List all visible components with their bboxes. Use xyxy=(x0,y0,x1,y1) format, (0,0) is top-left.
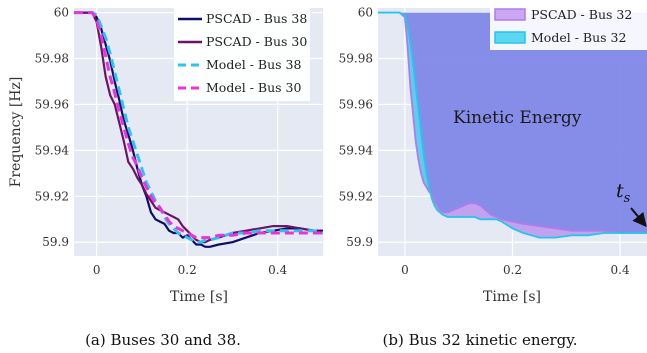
series-line-1 xyxy=(74,11,323,244)
chart-a-caption: (a) Buses 30 and 38. xyxy=(85,331,241,349)
chart-a-x-tick-label: 0.2 xyxy=(178,263,197,277)
chart-b-legend: PSCAD - Bus 32 Model - Bus 32 xyxy=(490,4,647,50)
kinetic-energy-area xyxy=(378,12,647,238)
chart-b-series xyxy=(378,11,647,239)
chart-b-y-tick-label: 59.98 xyxy=(339,52,373,66)
chart-a-series xyxy=(74,11,323,248)
chart-a-x-tick-label: 0.4 xyxy=(268,263,287,277)
chart-b-y-ticks: 59.9 59.92 59.94 59.96 59.98 60 xyxy=(339,6,374,250)
chart-b-x-tick-label: 0 xyxy=(401,263,409,277)
series-line-0 xyxy=(74,11,323,248)
chart-a: 59.9 59.92 59.94 59.96 59.98 60 0 0.2 0.4 Frequ… xyxy=(8,6,323,349)
ts-subscript: s xyxy=(624,191,631,206)
legend-label-model-bus-32: Model - Bus 32 xyxy=(531,30,626,45)
chart-a-y-tick-label: 59.98 xyxy=(35,52,69,66)
legend-label-model-bus-38: Model - Bus 38 xyxy=(206,57,301,72)
legend-swatch-pscad-bus-32 xyxy=(494,8,526,21)
legend-swatch-model-bus-32 xyxy=(494,31,526,44)
chart-b-y-tick-label: 59.94 xyxy=(339,143,374,157)
chart-a-y-tick-label: 60 xyxy=(54,6,69,20)
ts-annotation: ts xyxy=(616,180,647,228)
chart-a-x-ticks: 0 0.2 0.4 xyxy=(93,263,288,277)
chart-a-y-ticks: 59.9 59.92 59.94 59.96 59.98 60 xyxy=(35,6,70,250)
kinetic-energy-label: Kinetic Energy xyxy=(453,108,582,128)
chart-b-y-tick-label: 59.9 xyxy=(346,235,373,249)
chart-b: 59.9 59.92 59.94 59.96 59.98 60 0 0.2 0.4 Time … xyxy=(339,4,647,349)
chart-a-y-tick-label: 59.9 xyxy=(42,235,69,249)
chart-a-legend-box xyxy=(174,8,310,101)
ts-symbol: t xyxy=(616,180,624,202)
series-line-1 xyxy=(378,11,647,239)
ts-arrow xyxy=(630,207,647,228)
chart-a-y-tick-label: 59.96 xyxy=(35,97,69,111)
chart-a-ylabel: Frequency [Hz] xyxy=(8,77,24,188)
chart-a-y-tick-label: 59.92 xyxy=(35,189,69,203)
chart-a-xlabel: Time [s] xyxy=(170,289,228,305)
legend-label-pscad-bus-32: PSCAD - Bus 32 xyxy=(531,7,632,22)
chart-b-caption: (b) Bus 32 kinetic energy. xyxy=(383,331,578,349)
chart-b-xlabel: Time [s] xyxy=(483,289,541,305)
ts-label: ts xyxy=(616,180,631,206)
chart-a-y-tick-label: 59.94 xyxy=(35,143,70,157)
chart-b-y-tick-label: 59.96 xyxy=(339,97,373,111)
chart-b-y-tick-label: 59.92 xyxy=(339,189,373,203)
chart-b-x-tick-label: 0.2 xyxy=(503,263,522,277)
chart-a-x-tick-label: 0 xyxy=(93,263,101,277)
series-line-0 xyxy=(378,11,647,234)
legend-label-pscad-bus-38: PSCAD - Bus 38 xyxy=(206,11,307,26)
chart-a-legend: PSCAD - Bus 38 PSCAD - Bus 30 Model - Bu… xyxy=(174,8,310,101)
chart-b-y-tick-label: 60 xyxy=(358,6,373,20)
chart-b-x-ticks: 0 0.2 0.4 xyxy=(401,263,630,277)
legend-label-pscad-bus-30: PSCAD - Bus 30 xyxy=(206,34,307,49)
chart-b-x-tick-label: 0.4 xyxy=(611,263,630,277)
series-line-3 xyxy=(74,11,323,240)
legend-label-model-bus-30: Model - Bus 30 xyxy=(206,80,301,95)
